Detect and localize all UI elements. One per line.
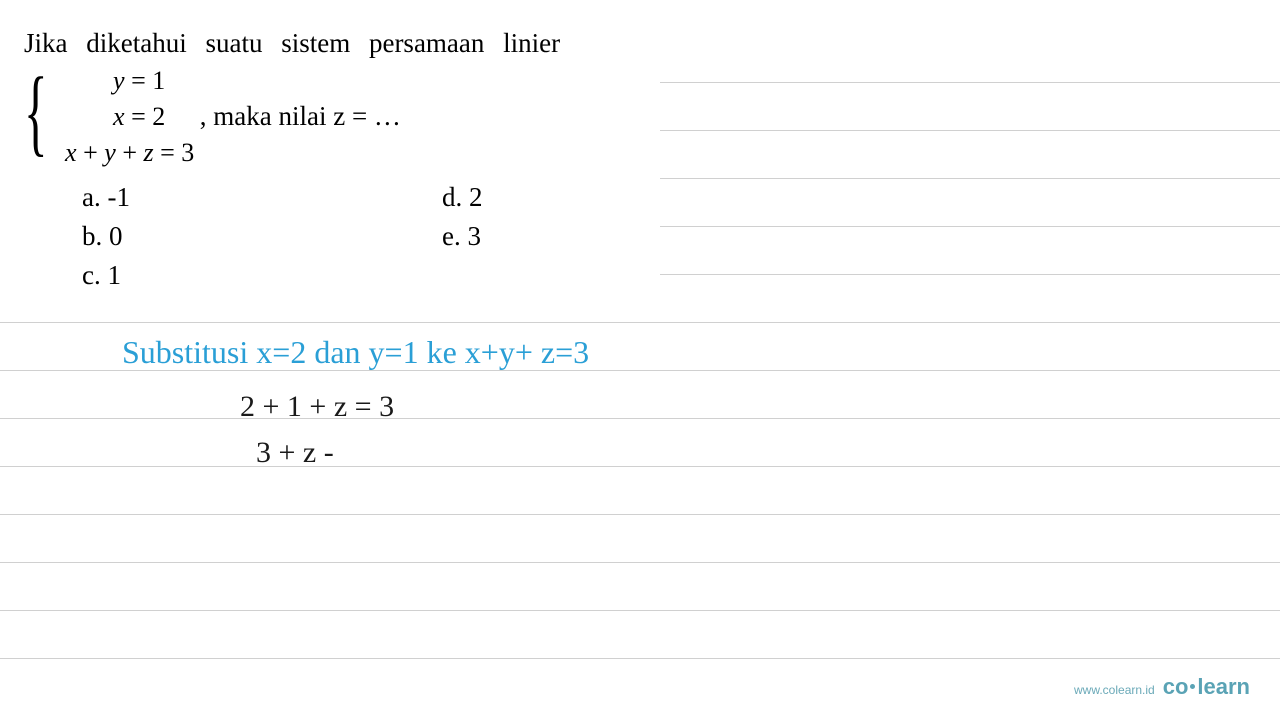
option-row-2: b. 0 e. 3 <box>82 217 1256 256</box>
handwriting-line-1: Substitusi x=2 dan y=1 ke x+y+ z=3 <box>122 334 589 371</box>
brand-learn: learn <box>1197 674 1250 699</box>
after-clause: , maka nilai z = … <box>200 101 401 131</box>
footer-url: www.colearn.id <box>1074 683 1155 697</box>
option-e: e. 3 <box>442 217 481 256</box>
equations-list: y = 1 x = 2 , maka nilai z = … x + y + z… <box>77 63 401 170</box>
option-c: c. 1 <box>82 256 442 295</box>
option-row-3: c. 1 <box>82 256 1256 295</box>
footer: www.colearn.id colearn <box>1074 674 1250 700</box>
handwriting-line-2: 2 + 1 + z = 3 <box>240 390 394 424</box>
left-brace-icon: { <box>24 71 48 154</box>
footer-logo: colearn <box>1163 674 1250 700</box>
question-content: Jika diketahui suatu sistem persamaan li… <box>0 0 1280 323</box>
handwriting-line-3: 3 + z - <box>256 436 334 470</box>
brand-dot-icon <box>1190 684 1195 689</box>
question-intro: Jika diketahui suatu sistem persamaan li… <box>24 28 1256 59</box>
equation-2-row: x = 2 , maka nilai z = … <box>77 98 401 134</box>
answer-options: a. -1 d. 2 b. 0 e. 3 c. 1 <box>82 178 1256 295</box>
option-a: a. -1 <box>82 178 442 217</box>
equation-3: x + y + z = 3 <box>65 135 401 170</box>
brand-co: co <box>1163 674 1189 699</box>
option-row-1: a. -1 d. 2 <box>82 178 1256 217</box>
option-d: d. 2 <box>442 178 483 217</box>
equation-system: { y = 1 x = 2 , maka nilai z = … x + y +… <box>24 63 1256 170</box>
equation-1: y = 1 <box>77 63 401 98</box>
option-b: b. 0 <box>82 217 442 256</box>
